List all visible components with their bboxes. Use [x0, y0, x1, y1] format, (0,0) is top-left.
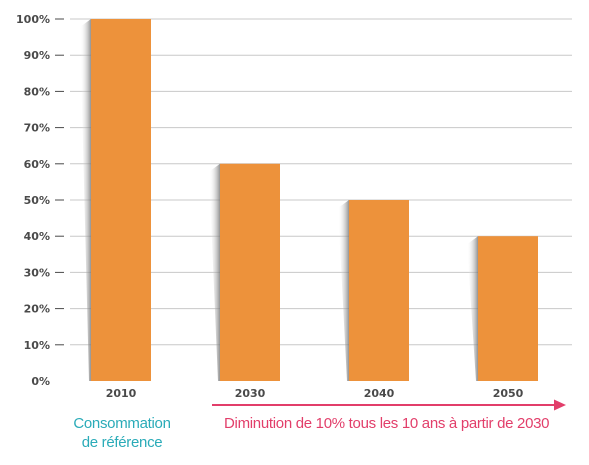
y-axis-ticks: 0% 10% 20% 30% 40% 50% 60% 70% 80% 90% 100%: [16, 13, 64, 388]
grid-lines: [70, 18, 572, 346]
baseline-note-line2: de référence: [81, 434, 163, 451]
y-tick-label: 20%: [24, 303, 50, 316]
y-tick-label: 0%: [31, 375, 50, 388]
bar-2050: [478, 236, 538, 381]
baseline-note: Consommation de référence: [62, 414, 182, 452]
x-axis-ticks: 2010 2030 2040 2050: [106, 387, 524, 400]
y-tick-label: 90%: [24, 49, 50, 62]
y-tick-label: 50%: [24, 194, 50, 207]
x-tick-label: 2040: [364, 387, 395, 400]
y-tick-label: 80%: [24, 85, 50, 98]
x-tick-label: 2030: [235, 387, 266, 400]
bar-shadow: [80, 19, 91, 381]
bar-shadow: [338, 200, 349, 381]
y-tick-label: 70%: [24, 122, 50, 135]
bar-2040: [349, 200, 409, 381]
bar-shadow: [467, 236, 478, 381]
y-tick-label: 10%: [24, 339, 50, 352]
bar-2030: [220, 163, 280, 381]
y-tick-label: 100%: [16, 13, 50, 26]
reduction-note: Diminution de 10% tous les 10 ans à part…: [224, 415, 550, 432]
baseline-note-line1: Consommation: [73, 415, 171, 432]
y-tick-label: 60%: [24, 158, 50, 171]
y-tick-label: 40%: [24, 230, 50, 243]
x-tick-label: 2050: [493, 387, 524, 400]
y-tick-label: 30%: [24, 266, 50, 279]
bars: [80, 19, 538, 381]
x-tick-label: 2010: [106, 387, 137, 400]
bar-shadow: [209, 163, 220, 381]
reduction-arrow: [212, 399, 566, 411]
bar-2010: [91, 19, 151, 381]
